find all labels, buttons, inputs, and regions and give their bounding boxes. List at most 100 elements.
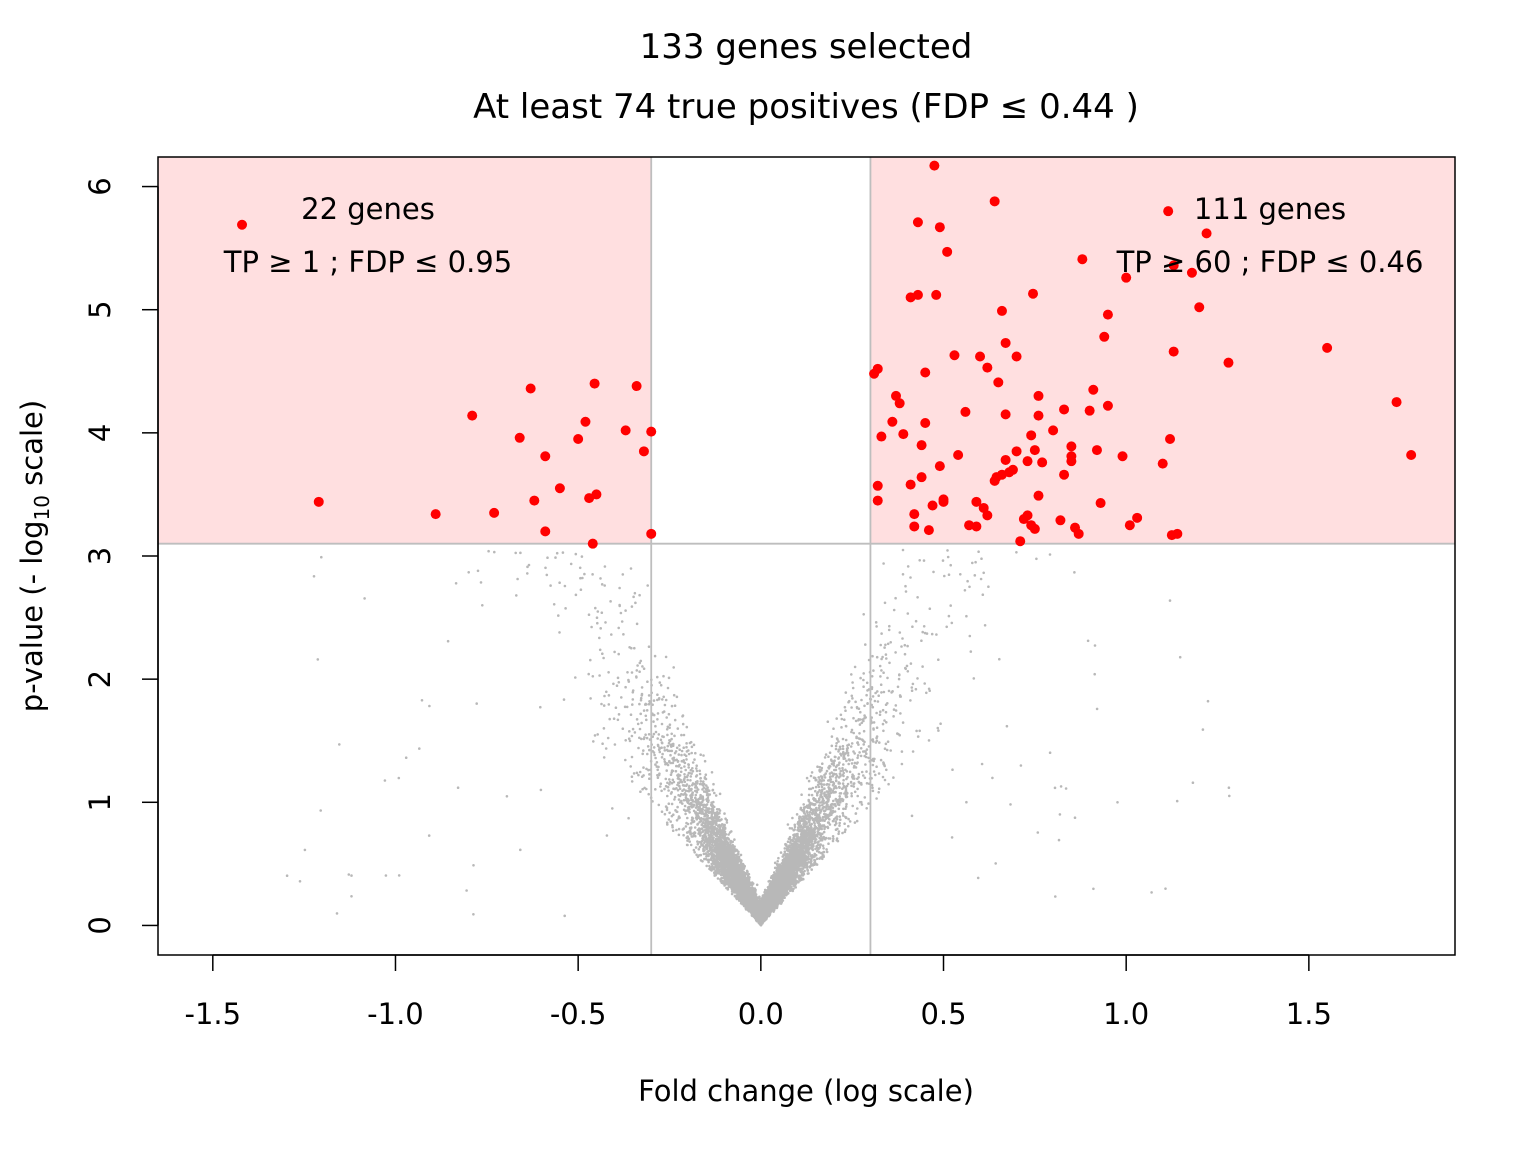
selected-gene-point	[313, 496, 324, 507]
chart-title: 133 genes selected	[640, 27, 973, 67]
y-tick-label: 5	[83, 300, 117, 318]
selected-gene-point	[1000, 454, 1011, 465]
x-tick-label: 0.0	[738, 997, 784, 1031]
x-tick-label: 0.5	[920, 997, 966, 1031]
selected-gene-point	[1186, 267, 1197, 278]
selected-gene-point	[1322, 342, 1333, 353]
selected-gene-point	[1132, 512, 1143, 523]
selected-gene-point	[1168, 346, 1179, 357]
y-axis-label-subscript: 10	[30, 495, 54, 520]
left-region-bound-label: TP ≥ 1 ; FDP ≤ 0.95	[223, 245, 512, 279]
selected-gene-point	[934, 222, 945, 233]
x-tick-label: -1.5	[185, 997, 242, 1031]
selected-gene-point	[1391, 397, 1402, 408]
selected-gene-point	[978, 502, 989, 513]
selected-gene-point	[989, 196, 1000, 207]
selected-gene-point	[927, 500, 938, 511]
selected-gene-point	[1124, 520, 1135, 531]
selected-gene-point	[912, 289, 923, 300]
y-axis: 0 1 2 3 4 5 6	[83, 177, 159, 935]
selection-regions	[158, 157, 1455, 544]
selected-gene-point	[876, 431, 887, 442]
selected-gene-point	[1088, 384, 1099, 395]
selected-gene-point	[1117, 451, 1128, 462]
selected-gene-point	[1077, 254, 1088, 265]
selected-gene-point	[591, 489, 602, 500]
chart-subtitle: At least 74 true positives (FDP ≤ 0.44 )	[473, 87, 1139, 127]
selected-gene-point	[905, 479, 916, 490]
selected-gene-point	[489, 507, 500, 518]
selected-gene-point	[573, 434, 584, 445]
selected-gene-point	[1015, 536, 1026, 547]
background-gene-cloud	[285, 548, 1231, 927]
y-tick-label: 2	[83, 670, 117, 688]
threshold-lines	[158, 157, 1455, 955]
y-tick-label: 6	[83, 177, 117, 195]
selected-gene-point	[1406, 450, 1417, 461]
background-gene-points	[285, 548, 1231, 927]
selected-gene-point	[514, 432, 525, 443]
selected-gene-point	[1157, 458, 1168, 469]
selected-gene-point	[1084, 405, 1095, 416]
selected-gene-point	[554, 483, 565, 494]
selected-gene-point	[638, 446, 649, 457]
selected-gene-point	[540, 451, 551, 462]
selected-gene-point	[1223, 357, 1234, 368]
selected-gene-point	[631, 381, 642, 392]
selected-gene-point	[1066, 456, 1077, 467]
selected-gene-point	[1102, 400, 1113, 411]
x-tick-label: 1.5	[1286, 997, 1332, 1031]
selected-gene-point	[1066, 441, 1077, 452]
selected-gene-point	[1022, 456, 1033, 467]
selected-gene-point	[1026, 430, 1037, 441]
selected-gene-point	[975, 351, 986, 362]
selected-gene-point	[960, 406, 971, 417]
x-tick-label: -0.5	[550, 997, 607, 1031]
selected-gene-point	[872, 495, 883, 506]
selected-gene-point	[1048, 425, 1059, 436]
selected-gene-point	[587, 538, 598, 549]
selected-gene-point	[894, 398, 905, 409]
selected-gene-point	[942, 246, 953, 257]
selected-gene-point	[1033, 410, 1044, 421]
selected-gene-point	[237, 219, 248, 230]
selected-gene-point	[872, 480, 883, 491]
selected-gene-point	[993, 377, 1004, 388]
y-tick-label: 0	[83, 916, 117, 934]
y-axis-label-main: p-value (- log	[15, 520, 49, 712]
selected-gene-point	[1011, 446, 1022, 457]
selected-gene-point	[953, 450, 964, 461]
selected-gene-point	[529, 495, 540, 506]
selected-gene-point	[525, 383, 536, 394]
selected-gene-point	[1059, 469, 1070, 480]
selected-gene-point	[1194, 302, 1205, 313]
selected-gene-point	[971, 521, 982, 532]
selected-gene-point	[909, 521, 920, 532]
selected-gene-point	[620, 425, 631, 436]
selected-gene-point	[920, 418, 931, 428]
y-tick-label: 4	[83, 424, 117, 442]
selected-gene-point	[891, 390, 902, 401]
selected-gene-point	[982, 362, 993, 373]
selected-gene-point	[589, 378, 600, 389]
y-tick-label: 1	[83, 793, 117, 811]
selected-gene-point	[996, 305, 1007, 316]
left-region-genes-label: 22 genes	[301, 192, 435, 226]
y-axis-label: p-value (- log10 scale)	[15, 400, 54, 712]
x-axis: -1.5 -1.0 -0.5 0.0 0.5 1.0 1.5	[185, 954, 1332, 1031]
selected-gene-point	[949, 350, 960, 361]
selected-gene-point	[1168, 260, 1179, 271]
selected-gene-point	[938, 494, 949, 505]
selected-gene-point	[1102, 309, 1113, 320]
selected-gene-point	[1000, 409, 1011, 420]
x-tick-label: -1.0	[367, 997, 424, 1031]
selected-gene-point	[1163, 206, 1174, 217]
selected-gene-point	[872, 363, 883, 374]
selected-gene-point	[1007, 464, 1018, 475]
selected-gene-point	[1121, 272, 1132, 283]
selected-gene-point	[1165, 434, 1176, 445]
selected-gene-point	[1000, 337, 1011, 348]
selected-gene-point	[971, 496, 982, 507]
selected-gene-point	[929, 160, 940, 171]
